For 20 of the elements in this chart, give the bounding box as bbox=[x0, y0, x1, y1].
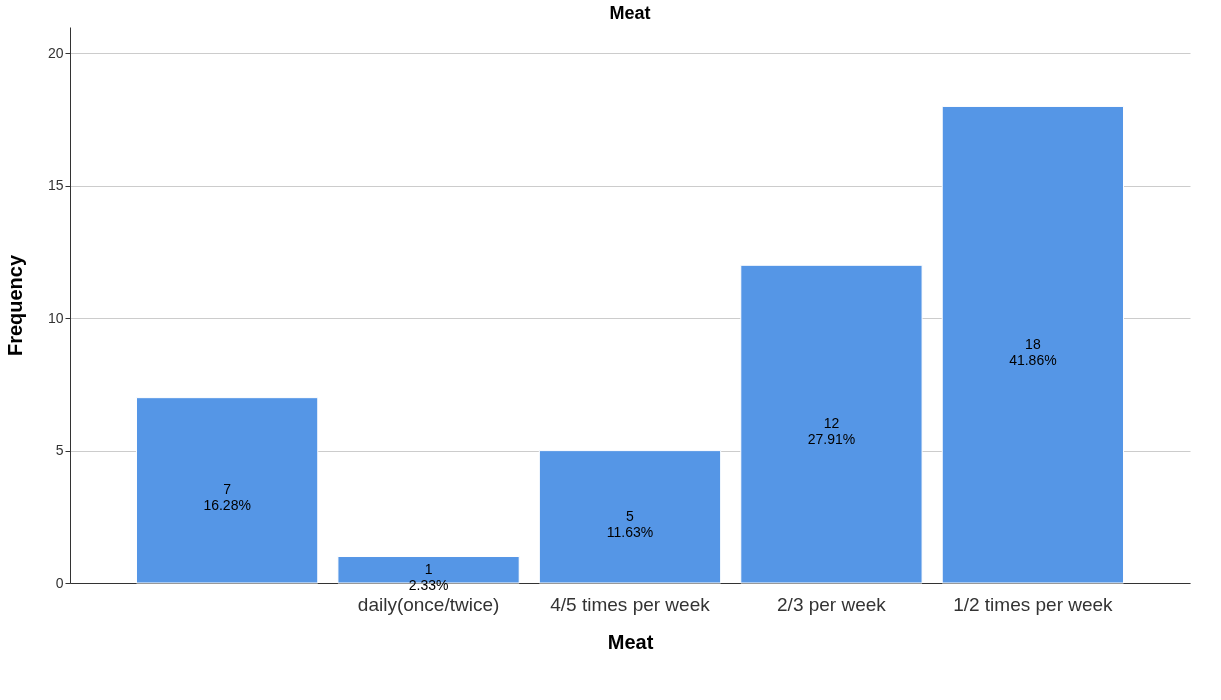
bar bbox=[538, 450, 722, 584]
data-label: 18 41.86% bbox=[1009, 335, 1057, 368]
bar bbox=[135, 397, 319, 584]
y-tick-label: 10 bbox=[47, 309, 64, 326]
data-label: 7 16.28% bbox=[203, 481, 251, 514]
x-tick-label: daily(once/twice) bbox=[357, 593, 500, 615]
y-tick-label: 5 bbox=[55, 442, 64, 459]
x-tick-label: 4/5 times per week bbox=[550, 593, 711, 615]
bar bbox=[740, 264, 923, 584]
y-tick-label: 20 bbox=[47, 44, 64, 61]
data-label: 12 27.91% bbox=[807, 415, 856, 448]
y-tick-label: 15 bbox=[47, 177, 64, 194]
y-axis-title: Frequency bbox=[3, 254, 26, 357]
x-tick-label: 2/3 per week bbox=[777, 593, 887, 615]
y-tick-label: 0 bbox=[55, 574, 64, 591]
data-label: 5 11.63% bbox=[606, 507, 654, 540]
x-axis-title: Meat bbox=[607, 630, 654, 653]
x-tick-label: 1/2 times per week bbox=[953, 593, 1114, 615]
chart-title: Meat bbox=[609, 3, 651, 23]
bar bbox=[941, 105, 1125, 584]
